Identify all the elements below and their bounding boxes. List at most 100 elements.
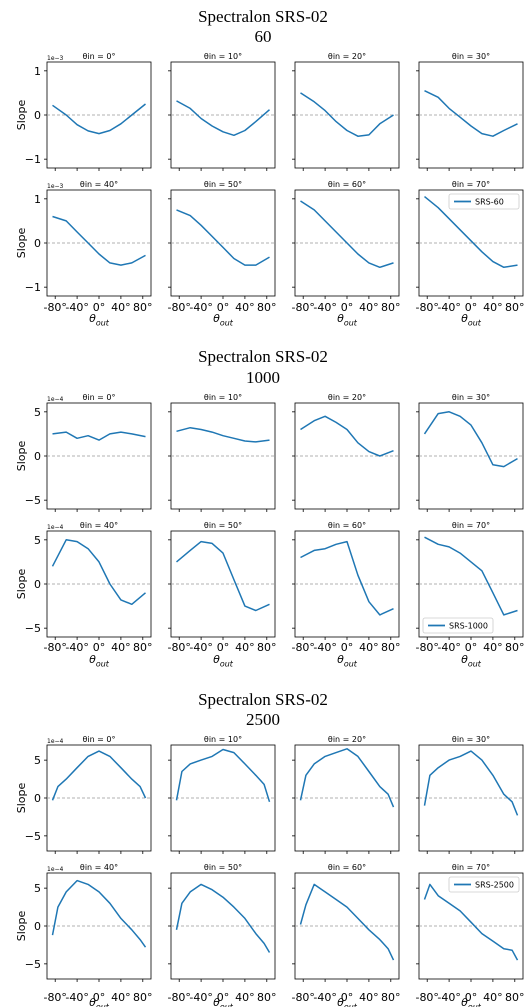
panel-title: θin = 10° [204, 52, 242, 61]
panel-title: θin = 40° [80, 863, 118, 872]
legend-box [422, 617, 494, 634]
panel-title: θin = 0° [82, 393, 115, 402]
panel-title: θin = 0° [82, 735, 115, 744]
x-tick-label: 40° [359, 991, 379, 1004]
panel-title: θin = 50° [204, 863, 242, 872]
series-line-srs-2500 [423, 750, 519, 816]
y-tick-label: 0 [34, 237, 41, 250]
y-tick-label: 1 [34, 65, 41, 78]
y-axis-label: Slope [15, 911, 28, 942]
y-scale-offset-label: 1e−3 [47, 183, 64, 190]
x-tick-label: 80° [381, 641, 401, 654]
y-tick-label: −1 [25, 153, 41, 166]
x-tick-label: 40° [359, 301, 379, 314]
x-tick-label: 0° [341, 301, 354, 314]
x-tick-label: 0° [341, 991, 354, 1004]
x-tick-label: 80° [133, 641, 153, 654]
series-line-srs-60 [300, 200, 394, 269]
x-tick-label: -80° [167, 991, 190, 1004]
panel-title: θin = 20° [328, 52, 366, 61]
x-tick-label: -80° [43, 641, 66, 654]
panel-title: θin = 20° [328, 393, 366, 402]
series-line-srs-2500 [175, 883, 271, 953]
x-tick-label: -40° [65, 301, 88, 314]
series-line-srs-1000 [300, 415, 394, 457]
legend: SRS-2500 [448, 876, 520, 893]
series-line-srs-60 [176, 100, 270, 137]
x-tick-label: -80° [415, 991, 438, 1004]
x-tick-label: 40° [359, 641, 379, 654]
x-tick-label: -40° [65, 991, 88, 1004]
y-axis-label: Slope [15, 569, 28, 600]
x-tick-label: 80° [505, 991, 525, 1004]
x-tick-label: -40° [189, 991, 212, 1004]
legend-label: SRS-1000 [449, 622, 488, 631]
y-tick-label: −1 [25, 281, 41, 294]
series-line-srs-1000 [300, 540, 394, 616]
x-tick-label: 0° [217, 301, 230, 314]
x-tick-label: 40° [483, 301, 503, 314]
x-tick-label: -40° [437, 991, 460, 1004]
x-tick-label: -40° [437, 641, 460, 654]
x-axis-label: θout [337, 312, 358, 327]
y-scale-offset-label: 1e−4 [47, 738, 64, 745]
y-axis-label: Slope [15, 100, 28, 131]
x-tick-label: 0° [93, 641, 106, 654]
series-line-srs-2500 [51, 750, 147, 801]
x-axis-label: θout [89, 653, 110, 668]
x-tick-label: 0° [341, 641, 354, 654]
x-tick-label: 40° [111, 641, 131, 654]
x-tick-label: -40° [437, 301, 460, 314]
x-tick-label: -40° [313, 301, 336, 314]
x-tick-label: 80° [505, 641, 525, 654]
panel-title: θin = 20° [328, 735, 366, 744]
series-line-srs-60 [300, 92, 394, 137]
y-tick-label: −5 [25, 958, 41, 971]
x-tick-label: 40° [483, 641, 503, 654]
x-tick-label: -80° [291, 301, 314, 314]
panel-title: θin = 60° [328, 521, 366, 530]
series-line-srs-2500 [299, 883, 395, 961]
legend-label: SRS-2500 [475, 881, 514, 890]
y-tick-label: 5 [34, 534, 41, 547]
legend-label: SRS-60 [475, 198, 504, 207]
x-tick-label: -80° [415, 301, 438, 314]
series-line-srs-1000 [424, 536, 518, 616]
x-tick-label: 40° [235, 641, 255, 654]
y-tick-label: 0 [34, 792, 41, 805]
series-line-srs-1000 [176, 426, 270, 443]
block-title-line2: 1000 [246, 368, 280, 387]
y-tick-label: 5 [34, 406, 41, 419]
x-axis-label: θout [337, 653, 358, 668]
panel-title: θin = 60° [328, 863, 366, 872]
series-line-srs-1000 [176, 540, 270, 612]
x-tick-label: 40° [111, 991, 131, 1004]
y-tick-label: 0 [34, 578, 41, 591]
y-axis-label: Slope [15, 441, 28, 472]
y-tick-label: −5 [25, 622, 41, 635]
x-tick-label: 0° [93, 991, 106, 1004]
x-axis-label: θout [337, 996, 358, 1007]
x-tick-label: 40° [483, 991, 503, 1004]
panel-title: θin = 0° [82, 52, 115, 61]
y-scale-offset-label: 1e−3 [47, 55, 64, 62]
panel-title: θin = 50° [204, 521, 242, 530]
x-tick-label: -40° [313, 991, 336, 1004]
series-line-srs-2500 [423, 883, 519, 961]
y-tick-label: 5 [34, 754, 41, 767]
x-tick-label: 80° [257, 641, 277, 654]
x-tick-label: 80° [257, 991, 277, 1004]
series-line-srs-2500 [299, 748, 395, 808]
x-axis-label: θout [461, 312, 482, 327]
panel-title: θin = 30° [452, 735, 490, 744]
x-tick-label: 0° [217, 991, 230, 1004]
x-tick-label: 80° [381, 991, 401, 1004]
x-tick-label: -40° [189, 301, 212, 314]
series-line-srs-2500 [175, 748, 271, 803]
x-tick-label: 40° [235, 991, 255, 1004]
block-title-line1: Spectralon SRS-02 [198, 347, 328, 366]
x-tick-label: 80° [133, 991, 153, 1004]
panel-title: θin = 70° [452, 180, 490, 189]
series-line-srs-60 [52, 103, 146, 135]
